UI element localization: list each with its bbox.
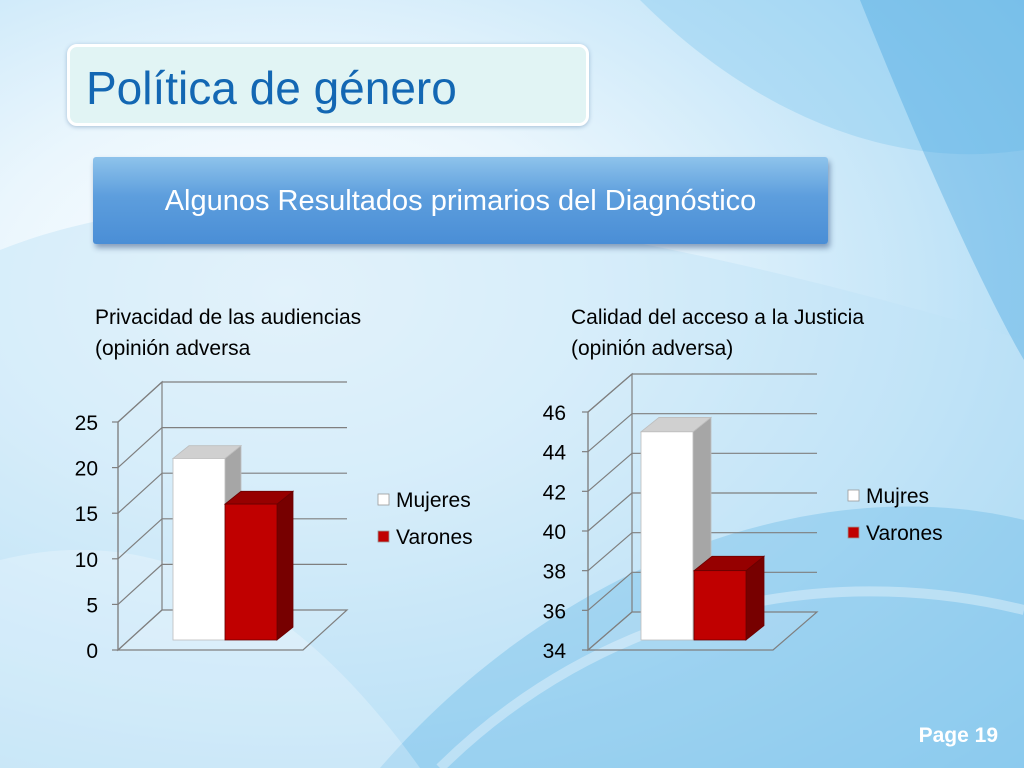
chart-1-y-tick-label: 10 xyxy=(75,549,98,572)
chart-1-legend-swatch-varones xyxy=(377,530,390,543)
chart-2-gridline xyxy=(587,373,817,413)
chart-1-legend-label-mujeres: Mujeres xyxy=(396,489,471,512)
chart-2-gridline xyxy=(587,452,817,492)
slide-title: Política de género xyxy=(86,62,457,114)
chart-2-gridline xyxy=(587,492,817,532)
chart-2-y-tick-label: 38 xyxy=(543,561,566,584)
chart-2-bar-varones xyxy=(692,555,766,641)
chart-1-title-line-1: Privacidad de las audiencias xyxy=(95,306,362,329)
chart-2-legend-swatch-mujres xyxy=(847,489,860,502)
chart-2-y-tick-label: 42 xyxy=(543,481,566,504)
page-number: Page 19 xyxy=(918,724,998,747)
chart-1-title-line-2: (opinión adversa xyxy=(95,337,251,360)
chart-2-bar-front xyxy=(693,570,747,641)
chart-1-y-tick-label: 20 xyxy=(75,458,98,481)
chart-2-y-tick-label: 36 xyxy=(543,600,566,623)
chart-1-bar-front xyxy=(224,503,278,641)
chart-2-gridline xyxy=(587,532,817,572)
chart-1-gridline xyxy=(117,427,347,469)
chart-2-y-tick-label: 44 xyxy=(543,442,567,465)
chart-1-y-tick-label: 5 xyxy=(86,594,98,617)
chart-1-gridline xyxy=(117,472,347,514)
chart-1-legend-swatch-mujeres xyxy=(377,493,390,506)
chart-2-title: Calidad del acceso a la Justicia (opinió… xyxy=(571,302,864,364)
chart-2-legend-label-mujres: Mujres xyxy=(866,485,929,508)
chart-2-legend-swatch-varones xyxy=(847,526,860,539)
chart-2-title-line-2: (opinión adversa) xyxy=(571,337,734,360)
chart-1-bar-varones xyxy=(223,490,295,641)
chart-2-y-tick-label: 40 xyxy=(543,521,566,544)
chart-1-y-tick-label: 0 xyxy=(86,640,98,663)
chart-1-y-tick-label: 15 xyxy=(75,503,98,526)
chart-1-y-tick-label: 25 xyxy=(75,412,98,435)
chart-2-y-tick-label: 46 xyxy=(543,402,566,425)
chart-2-legend-label-varones: Varones xyxy=(866,522,943,545)
chart-1-legend-label-varones: Varones xyxy=(396,526,473,549)
chart-1-title: Privacidad de las audiencias (opinión ad… xyxy=(95,302,361,364)
subtitle-banner: Algunos Resultados primarios del Diagnós… xyxy=(93,157,828,244)
chart-2-y-tick-label: 34 xyxy=(543,640,567,663)
chart-2-gridline xyxy=(587,413,817,453)
title-box: Política de género xyxy=(67,44,589,126)
slide-subtitle: Algunos Resultados primarios del Diagnós… xyxy=(164,185,757,217)
chart-2-bar-front xyxy=(640,431,694,641)
chart-2-title-line-1: Calidad del acceso a la Justicia xyxy=(571,306,864,329)
chart-1-bar-front xyxy=(172,458,226,641)
chart-1-gridline xyxy=(117,381,347,423)
